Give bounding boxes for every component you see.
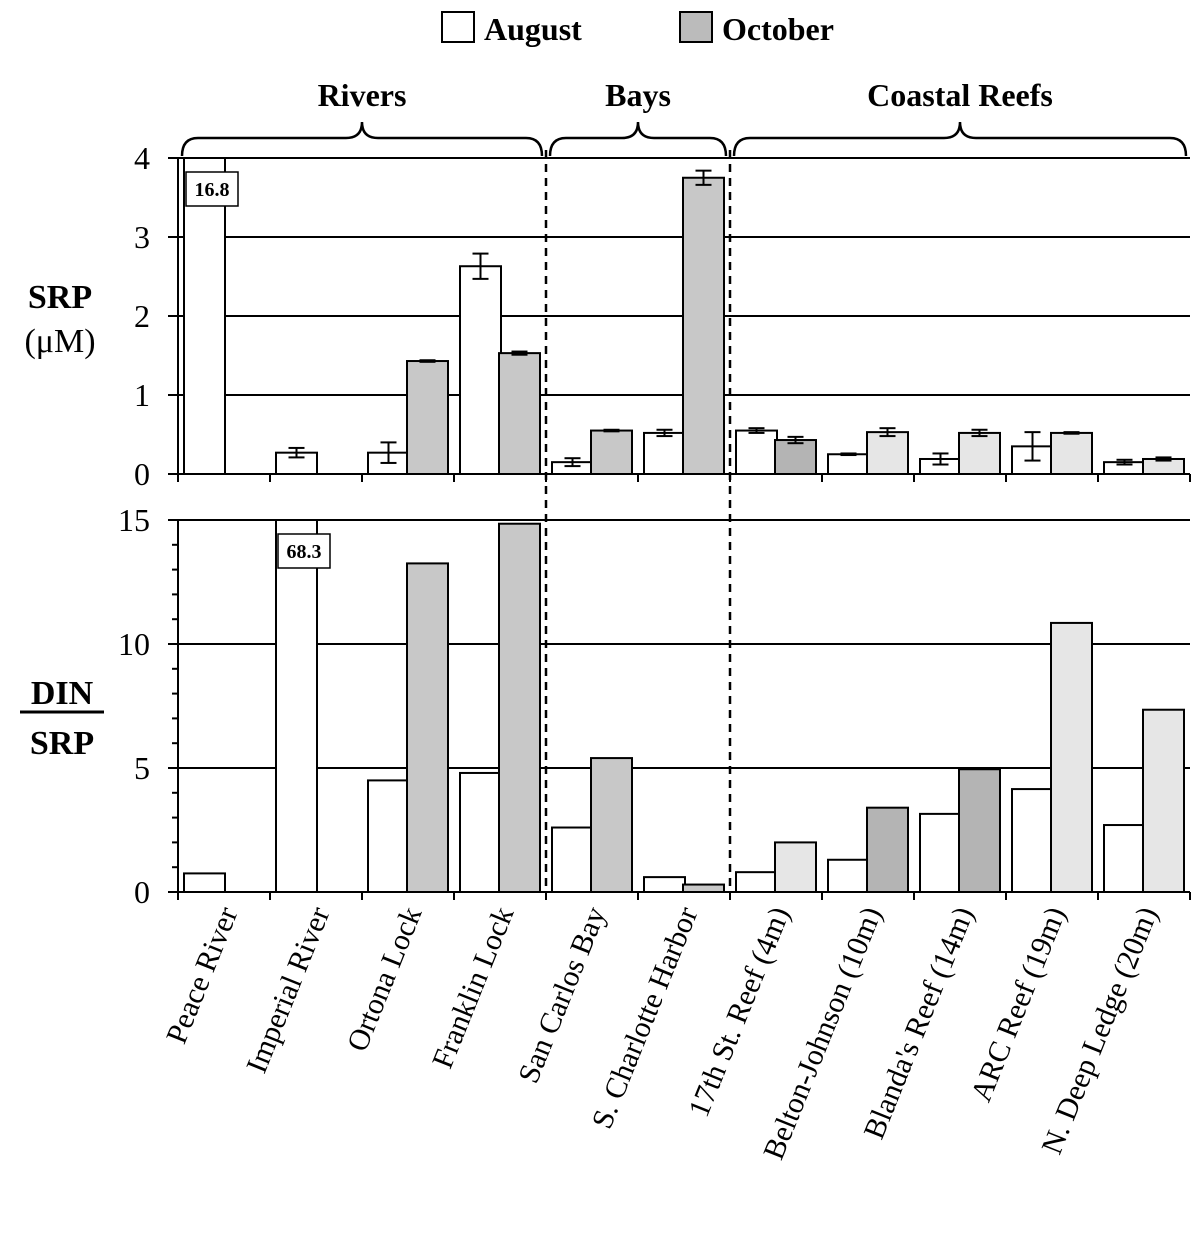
error-bar — [1024, 431, 1041, 462]
bar — [551, 826, 594, 894]
bar — [735, 429, 778, 475]
error-bar — [787, 435, 804, 445]
bar — [459, 771, 502, 894]
bar — [735, 871, 778, 893]
y-tick-label: 0 — [134, 874, 150, 910]
x-tick-label: ARC Reef (19m) — [964, 902, 1072, 1106]
group-label: Rivers — [318, 77, 407, 113]
error-bar — [288, 446, 305, 459]
y-tick-label: 3 — [134, 219, 150, 255]
y-tick-label: 10 — [118, 626, 150, 662]
error-bar — [603, 428, 620, 433]
bar — [590, 429, 633, 475]
x-tick-label: Ortona Lock — [341, 902, 429, 1056]
bar — [183, 872, 226, 894]
bar — [682, 176, 725, 475]
error-bar — [932, 452, 949, 466]
bar — [643, 431, 686, 476]
y-axis-label: DIN — [31, 675, 94, 712]
group-brace — [180, 121, 544, 157]
error-bar — [380, 441, 397, 464]
bar — [406, 360, 449, 475]
error-bar — [748, 427, 765, 434]
y-tick-label: 4 — [134, 140, 150, 176]
value-label-box — [185, 171, 239, 207]
bar — [1142, 708, 1185, 893]
x-tick-label: San Carlos Bay — [512, 902, 613, 1087]
bar — [774, 439, 817, 475]
y-tick-label: 5 — [134, 750, 150, 786]
bar — [406, 562, 449, 894]
legend-swatch — [441, 11, 475, 43]
legend-swatch — [679, 11, 713, 43]
group-brace — [548, 121, 728, 157]
value-label: 68.3 — [287, 541, 322, 563]
bar — [827, 453, 870, 475]
bar — [643, 876, 686, 893]
error-bar — [656, 428, 673, 438]
error-bar — [1116, 458, 1133, 466]
group-label: Bays — [605, 77, 671, 113]
bar — [275, 519, 318, 893]
bar — [459, 265, 502, 476]
error-bar — [419, 359, 436, 363]
bar — [774, 841, 817, 894]
error-bar — [879, 427, 896, 438]
error-bar — [840, 452, 857, 457]
group-label: Coastal Reefs — [867, 77, 1053, 113]
bar — [1011, 788, 1054, 894]
y-axis-label: SRP — [30, 725, 94, 762]
error-bar — [695, 169, 712, 186]
error-bar — [564, 457, 581, 468]
bar — [1050, 621, 1093, 893]
y-axis-unit: (μM) — [24, 323, 95, 360]
legend-label: October — [722, 11, 834, 47]
bar — [919, 812, 962, 894]
group-brace — [732, 121, 1188, 157]
x-tick-label: Imperial River — [240, 902, 336, 1077]
x-tick-label: Peace River — [160, 902, 245, 1048]
error-bar — [971, 428, 988, 438]
x-tick-label: Franklin Lock — [426, 902, 521, 1073]
bar — [590, 757, 633, 894]
x-tick-label: 17th St. Reef (4m) — [682, 902, 796, 1121]
value-label: 16.8 — [195, 179, 230, 201]
error-bar — [1063, 431, 1080, 435]
bar — [827, 858, 870, 894]
y-tick-label: 2 — [134, 298, 150, 334]
bar — [958, 431, 1001, 476]
bar — [367, 779, 410, 894]
y-tick-label: 15 — [118, 502, 150, 538]
bar — [682, 883, 725, 893]
error-bar — [511, 350, 528, 356]
y-tick-label: 0 — [134, 456, 150, 492]
error-bar — [472, 252, 489, 280]
bar — [498, 352, 541, 476]
bar — [183, 157, 226, 475]
bar — [958, 768, 1001, 893]
value-label-box — [277, 533, 331, 569]
bar — [1050, 431, 1093, 476]
y-axis-label: SRP — [28, 279, 92, 316]
bar — [1103, 824, 1146, 893]
bar — [866, 431, 909, 476]
y-tick-label: 1 — [134, 377, 150, 413]
error-bar — [1155, 456, 1172, 462]
legend-label: August — [484, 11, 582, 47]
bar — [866, 806, 909, 893]
bar — [498, 522, 541, 893]
